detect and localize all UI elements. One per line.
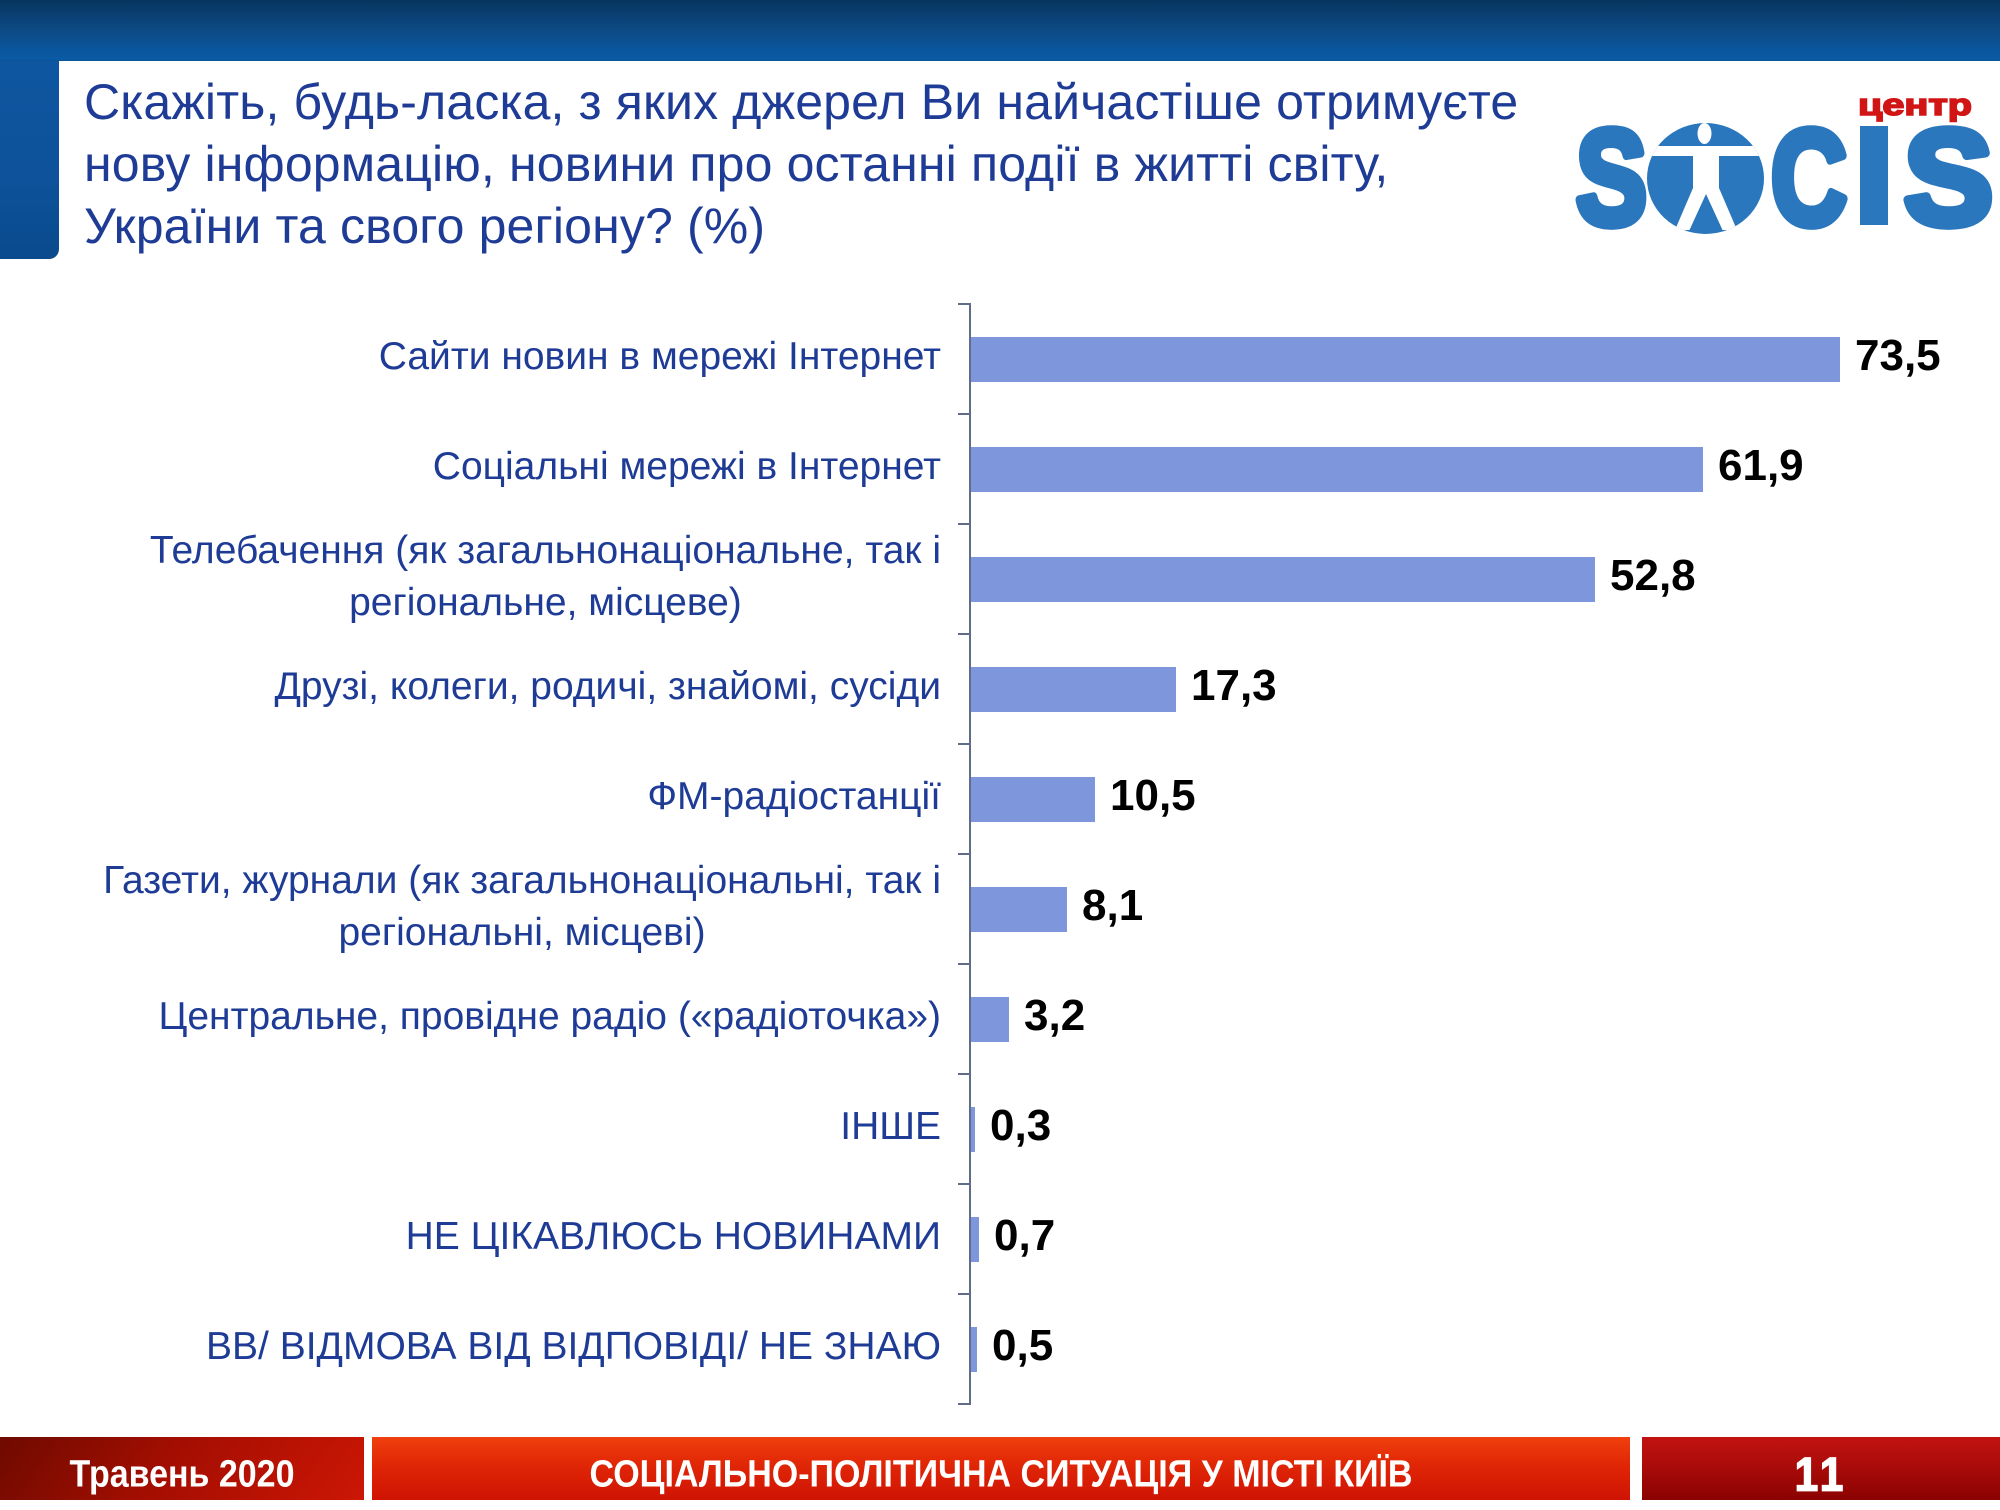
svg-text:S: S — [1904, 102, 1993, 240]
svg-text:центр: центр — [1858, 90, 1972, 122]
svg-text:S: S — [1576, 102, 1647, 240]
svg-text:C: C — [1771, 102, 1847, 240]
